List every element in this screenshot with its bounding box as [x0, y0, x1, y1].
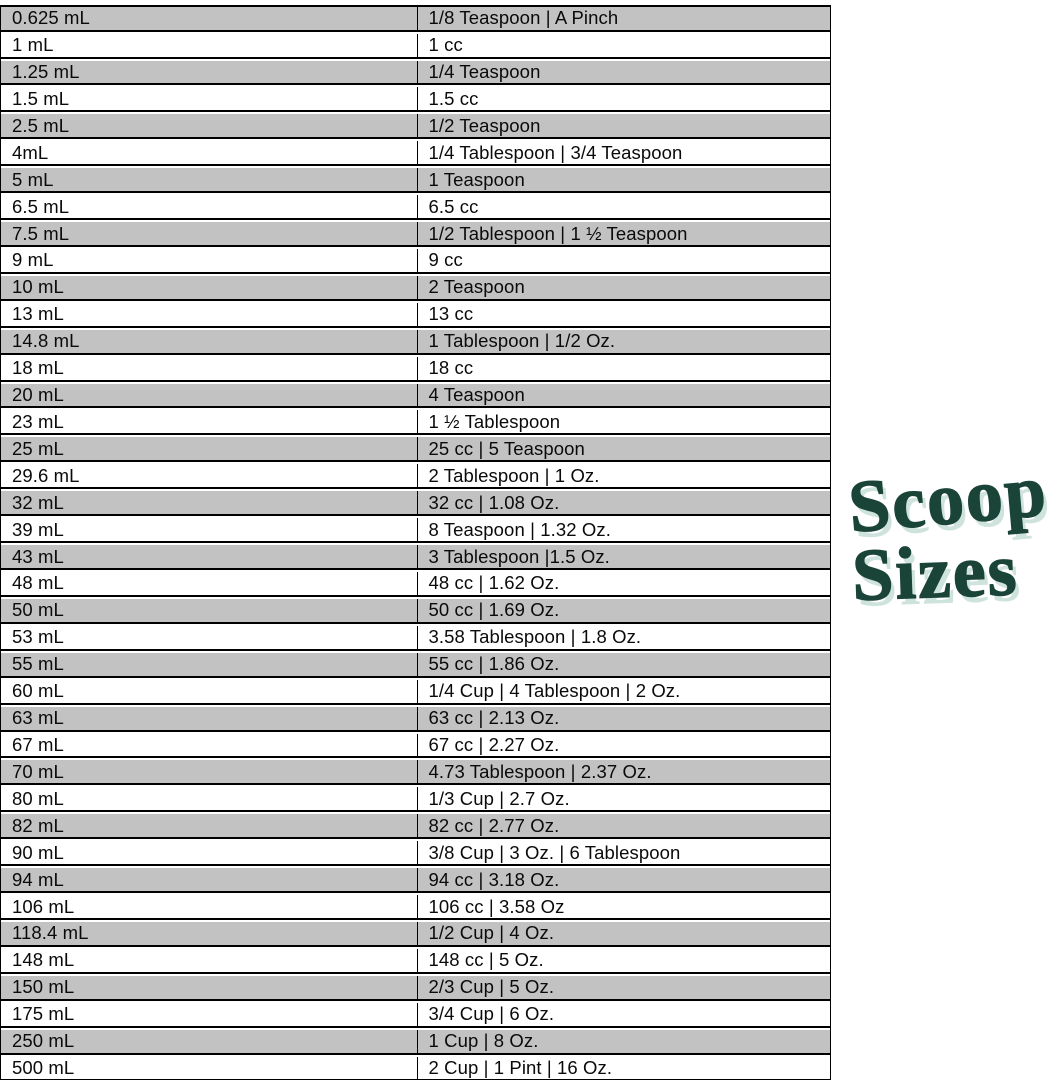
svg-text:Sizes: Sizes: [851, 529, 1020, 617]
